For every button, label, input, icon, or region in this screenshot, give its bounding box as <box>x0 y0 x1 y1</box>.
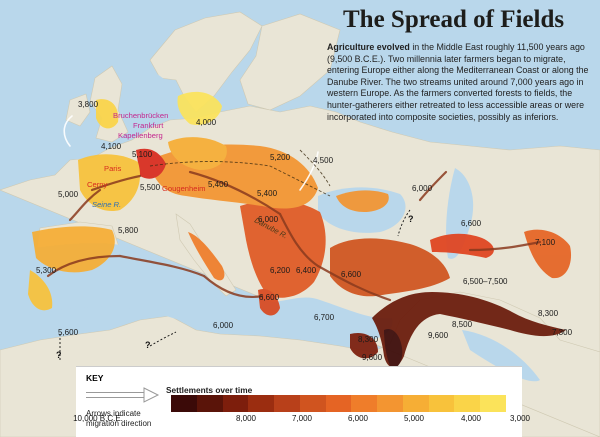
scale-tick-label: 8,000 <box>235 414 257 423</box>
settlement-bands <box>28 91 572 368</box>
date-label: 6,000 <box>412 184 433 193</box>
scale-tick-label: 3,000 <box>509 414 531 423</box>
date-label: 8,300 <box>358 335 379 344</box>
description-lead: Agriculture evolved <box>327 42 410 52</box>
scale-swatch <box>325 395 352 412</box>
scale-swatch <box>196 395 224 412</box>
site-label: Kapellenberg <box>118 131 163 140</box>
date-label: 6,700 <box>314 313 335 322</box>
scale-swatch <box>377 395 404 412</box>
scale-tick-label: 10,000 B.C.E. <box>73 414 123 423</box>
arrow-description-line: migration direction <box>86 418 152 428</box>
date-label: 5,300 <box>36 266 57 275</box>
date-label: 6,200 <box>270 266 291 275</box>
date-label: 3,800 <box>78 100 99 109</box>
date-label: 4,000 <box>196 118 217 127</box>
date-label: 6,400 <box>296 266 317 275</box>
date-label: 6,000 <box>258 215 279 224</box>
arrow-sample-icon <box>86 387 160 403</box>
scale-swatch <box>428 395 455 412</box>
date-label: 5,400 <box>257 189 278 198</box>
date-label: 5,000 <box>58 190 79 199</box>
date-label: 9,600 <box>428 331 449 340</box>
river-label: Seine R. <box>92 200 122 209</box>
date-label: 6,000 <box>213 321 234 330</box>
date-label: 8,300 <box>538 309 559 318</box>
date-label: 8,500 <box>452 320 473 329</box>
scale-tick-label: 7,000 <box>291 414 313 423</box>
scale-swatch <box>222 395 249 412</box>
color-scale <box>171 395 507 412</box>
date-label: 9,600 <box>362 353 383 362</box>
scale-tick-label: 5,000 <box>403 414 425 423</box>
legend-key: KEY Settlements over time Arrows indicat… <box>73 366 530 437</box>
scale-swatch <box>454 395 481 412</box>
scale-tick-label: 6,000 <box>347 414 369 423</box>
date-label: 4,500 <box>313 156 334 165</box>
date-label: 5,400 <box>208 180 229 189</box>
migration-arrows-white <box>63 115 319 191</box>
scale-swatch <box>171 395 198 412</box>
date-label: 6,500–7,500 <box>463 277 508 286</box>
site-label: Cerny <box>87 180 108 189</box>
date-label: 5,500 <box>140 183 161 192</box>
scale-swatch <box>299 395 327 412</box>
migration-arrows <box>46 170 542 302</box>
date-label: 5,600 <box>58 328 79 337</box>
date-label: 7,300 <box>552 328 573 337</box>
date-label: 6,600 <box>259 293 280 302</box>
map-description: Agriculture evolved in the Middle East r… <box>327 42 595 123</box>
scale-swatch <box>274 395 301 412</box>
description-body: in the Middle East roughly 11,500 years … <box>327 42 589 122</box>
date-label: 6,600 <box>341 270 362 279</box>
dashed-routes <box>149 149 331 197</box>
date-label: 7,100 <box>535 238 556 247</box>
scale-swatch <box>351 395 378 412</box>
arrow-description: Arrows indicate migration direction <box>86 409 151 428</box>
unknown-marker: ? <box>145 340 151 350</box>
unknown-routes <box>59 209 411 360</box>
date-label: 5,800 <box>118 226 139 235</box>
scale-title: Settlements over time <box>166 385 253 395</box>
date-label: 5,200 <box>270 153 291 162</box>
date-label: 6,600 <box>461 219 482 228</box>
unknown-marker: ? <box>408 214 414 224</box>
map-title: The Spread of Fields <box>343 6 565 33</box>
scale-swatch <box>248 395 275 412</box>
site-label: Frankfurt <box>133 121 164 130</box>
arrow-description-line: Arrows indicate <box>86 409 141 418</box>
scale-tick-label: 4,000 <box>460 414 482 423</box>
site-label: Gougenheim <box>162 184 206 193</box>
date-label: 4,100 <box>101 142 122 151</box>
site-label: Bruchenbrücken <box>113 111 169 120</box>
key-title: KEY <box>86 373 104 383</box>
unknown-marker: ? <box>56 350 62 360</box>
scale-swatch <box>402 395 430 412</box>
date-label: 5,100 <box>132 150 153 159</box>
site-label: Paris <box>104 164 122 173</box>
scale-swatch <box>480 395 507 412</box>
